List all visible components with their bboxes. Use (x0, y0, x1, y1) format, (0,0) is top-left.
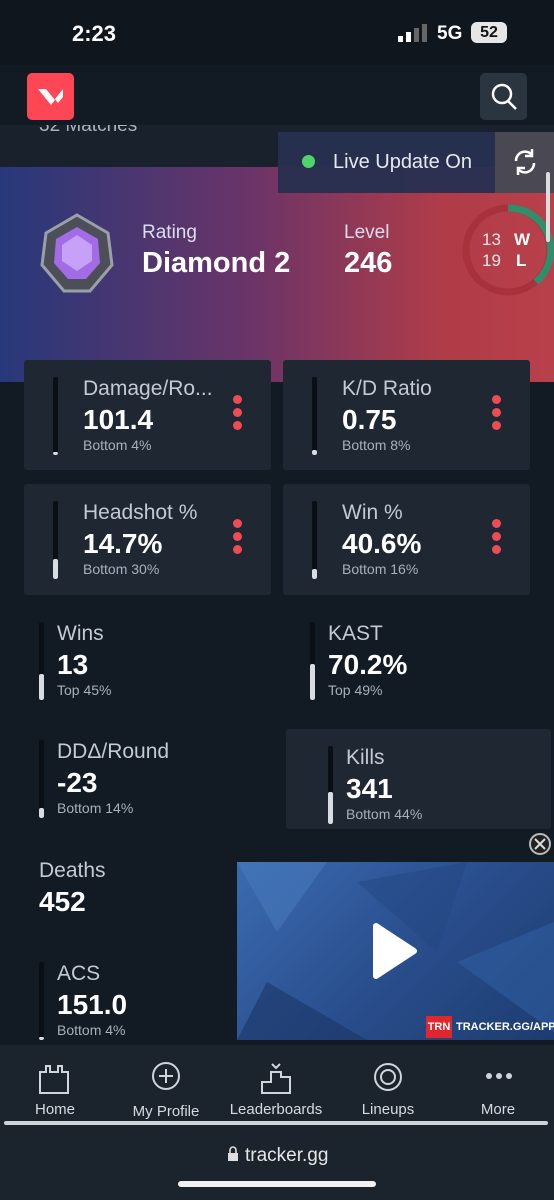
stat-rank: Bottom 16% (342, 561, 419, 577)
menu-dot[interactable] (492, 395, 501, 404)
menu-dot[interactable] (492, 421, 501, 430)
clock: 2:23 (72, 21, 117, 46)
live-update-text: Live Update On (333, 151, 472, 173)
menu-dot[interactable] (233, 395, 242, 404)
signal-icon (398, 24, 427, 42)
ad-pattern (237, 862, 554, 1040)
stat-card (24, 360, 271, 470)
stat-value: 13 (57, 649, 89, 680)
stat-rank: Bottom 30% (83, 561, 160, 577)
lock-icon (228, 1146, 238, 1161)
nav-item[interactable]: Lineups (361, 1101, 415, 1118)
menu-dot[interactable] (492, 408, 501, 417)
ad-brand: TRN (426, 1016, 452, 1038)
percentile-bar (53, 501, 58, 579)
status-bar (0, 0, 554, 65)
stat-value: 452 (39, 886, 86, 917)
stat-label: DDΔ/Round (57, 740, 170, 763)
stat-label: Kills (346, 746, 385, 769)
stat-label: KAST (328, 622, 383, 645)
percentile-bar (310, 622, 315, 700)
percentile-bar (312, 377, 317, 455)
stat-rank: Bottom 4% (83, 437, 152, 453)
stat-label: K/D Ratio (342, 377, 432, 400)
stat-rank: Bottom 14% (57, 800, 134, 816)
menu-dot[interactable] (233, 532, 242, 541)
stat-value: 341 (346, 773, 393, 804)
ad-close[interactable] (528, 832, 552, 856)
menu-dot[interactable] (233, 519, 242, 528)
percentile-bar (39, 962, 44, 1040)
stat-label: Win % (342, 501, 403, 524)
stat-value: -23 (57, 767, 98, 798)
rank-emblem (40, 213, 114, 293)
level: 246 (344, 247, 393, 279)
stat-label: Headshot % (83, 501, 198, 524)
stat-label: Wins (57, 622, 104, 645)
rating-label: Rating (142, 222, 197, 243)
matches: 32 Matches (39, 125, 138, 136)
percentile-bar (328, 746, 333, 824)
stat-rank: Top 45% (57, 682, 112, 698)
menu-dot[interactable] (492, 519, 501, 528)
stat-card (24, 484, 271, 595)
network: 5G (437, 23, 463, 44)
logo[interactable] (27, 73, 74, 120)
nav-divider (4, 1121, 548, 1125)
play-icon[interactable] (370, 920, 420, 982)
stat-rank: Bottom 4% (57, 1022, 126, 1038)
percentile-bar (39, 740, 44, 818)
menu-dot[interactable] (492, 545, 501, 554)
losses-count: 19 (482, 251, 501, 270)
url[interactable]: tracker.gg (245, 1145, 329, 1166)
app-header (0, 65, 554, 125)
menu-dot[interactable] (233, 421, 242, 430)
ad-link[interactable]: TRACKER.GG/APPS (456, 1021, 554, 1033)
losses-label: L (516, 251, 527, 270)
stat-value: 0.75 (342, 404, 397, 435)
nav-item[interactable]: Home (34, 1101, 75, 1118)
stat-label: Damage/Ro... (83, 377, 213, 400)
win-loss-ring (462, 204, 554, 296)
home-indicator (178, 1181, 376, 1187)
stat-card (283, 484, 530, 595)
menu-dot[interactable] (233, 545, 242, 554)
menu-dot[interactable] (233, 408, 242, 417)
stat-rank: Top 49% (328, 682, 383, 698)
stat-label: ACS (57, 962, 101, 985)
level-label: Level (344, 222, 390, 243)
nav-item[interactable]: More (480, 1101, 516, 1118)
search-button[interactable] (480, 73, 527, 120)
stat-value: 40.6% (342, 528, 422, 559)
stat-rank: Bottom 44% (346, 806, 423, 822)
stat-value: 101.4 (83, 404, 154, 435)
stat-label: Deaths (39, 859, 106, 882)
stat-value: 14.7% (83, 528, 163, 559)
nav-item[interactable]: Leaderboards (229, 1101, 323, 1118)
refresh-button[interactable] (495, 132, 554, 193)
wins-label: W (514, 230, 531, 249)
percentile-bar (53, 377, 58, 455)
stat-card (283, 360, 530, 470)
menu-dot[interactable] (492, 532, 501, 541)
scrollbar (546, 172, 550, 242)
live-dot (302, 155, 315, 168)
percentile-bar (312, 501, 317, 579)
stat-value: 151.0 (57, 989, 128, 1020)
stat-value: 70.2% (328, 649, 408, 680)
battery: 52 (471, 22, 507, 43)
refresh-icon (514, 149, 536, 175)
nav-icons (39, 1062, 512, 1094)
nav-item[interactable]: My Profile (132, 1103, 200, 1120)
percentile-bar (39, 622, 44, 700)
stat-rank: Bottom 8% (342, 437, 411, 453)
wins-count: 13 (482, 230, 501, 249)
rating: Diamond 2 (142, 247, 291, 279)
